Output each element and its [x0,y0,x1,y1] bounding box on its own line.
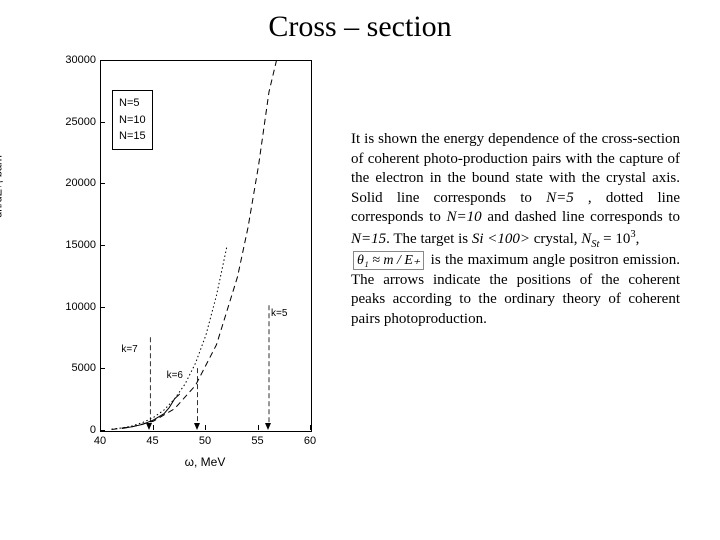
x-tick-mark [153,425,154,430]
x-axis-label: ω, MeV [100,455,310,469]
x-tick-label: 55 [251,435,263,447]
y-tick-mark [100,368,105,369]
y-tick-mark [100,122,105,123]
desc-text: . The target is [386,231,472,247]
page-title: Cross – section [0,0,720,50]
arrowhead-icon [194,423,200,430]
series-N=10 [112,246,228,429]
desc-eq: = 10 [599,231,630,247]
y-tick-label: 0 [56,424,96,436]
arrowhead-icon [265,423,271,430]
y-tick-label: 5000 [56,362,96,374]
x-tick-label: 40 [94,435,106,447]
legend-item: N=5 [119,95,146,112]
formula-icon: θ₁ ≈ m / E₊ [351,252,426,270]
y-tick-label: 15000 [56,239,96,251]
content-row: N=5 N=10 N=15 dn/dE₊, barn ω, MeV 0 5000 1… [0,50,720,480]
desc-n10: N=10 [447,209,482,225]
y-tick-mark [100,430,105,431]
arrowhead-icon [146,423,152,430]
formula-text: θ₁ ≈ m / E₊ [353,251,424,270]
x-tick-label: 60 [304,435,316,447]
y-tick-mark [100,183,105,184]
k-label: k=7 [121,344,137,355]
legend-box: N=5 N=10 N=15 [112,90,153,150]
y-tick-mark [100,307,105,308]
k-label: k=6 [167,370,183,381]
x-tick-mark [310,425,311,430]
x-tick-mark [258,425,259,430]
desc-n5: N=5 [546,190,574,206]
x-tick-mark [205,425,206,430]
x-tick-label: 45 [146,435,158,447]
desc-comma: , [636,231,640,247]
cross-section-chart: N=5 N=10 N=15 dn/dE₊, barn ω, MeV 050001… [40,50,340,480]
y-tick-mark [100,245,105,246]
y-tick-label: 10000 [56,301,96,313]
y-tick-label: 20000 [56,177,96,189]
legend-item: N=15 [119,128,146,145]
x-tick-mark [100,425,101,430]
description-text: It is shown the energy dependence of the… [345,50,700,480]
chart-wrap: N=5 N=10 N=15 dn/dE₊, barn ω, MeV 050001… [20,50,345,480]
k-label: k=5 [271,308,287,319]
page: Cross – section N=5 N=10 N=15 dn/dE₊, ba… [0,0,720,540]
desc-text: crystal, [530,231,581,247]
y-tick-label: 30000 [56,54,96,66]
y-tick-mark [100,60,105,61]
y-axis-label: dn/dE₊, barn [0,127,5,247]
desc-target: Si <100> [472,231,530,247]
y-tick-label: 25000 [56,116,96,128]
legend-item: N=10 [119,112,146,129]
x-tick-label: 50 [199,435,211,447]
desc-n15: N=15 [351,231,386,247]
desc-text: and dashed line corresponds to [482,209,680,225]
nst-n: N [581,231,591,247]
